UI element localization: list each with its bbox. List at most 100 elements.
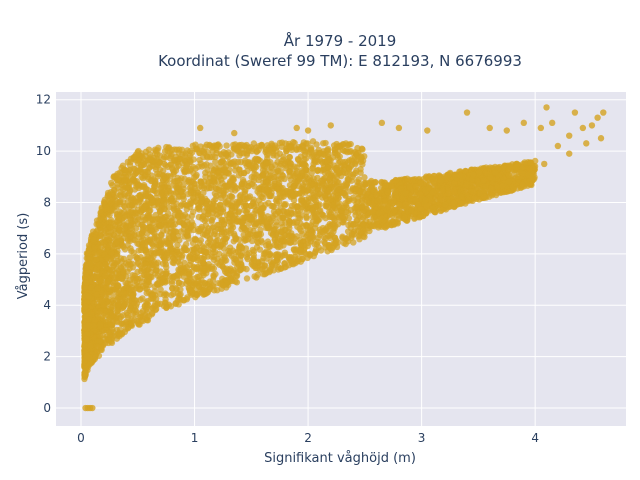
data-point	[139, 295, 146, 302]
data-point	[463, 181, 471, 189]
data-point	[353, 200, 360, 207]
data-point	[331, 146, 338, 153]
data-point	[199, 259, 207, 266]
data-point	[305, 230, 312, 237]
data-point	[186, 184, 194, 192]
data-point	[437, 196, 444, 203]
data-point	[166, 239, 174, 247]
data-point	[176, 251, 183, 258]
data-point	[325, 242, 333, 249]
data-point	[192, 165, 199, 172]
data-point	[182, 241, 190, 248]
data-point	[177, 264, 185, 272]
data-point	[475, 180, 482, 187]
data-point	[437, 177, 445, 184]
data-point	[355, 176, 363, 183]
data-point	[429, 175, 437, 182]
data-point	[215, 169, 222, 177]
data-point	[265, 147, 273, 154]
data-point	[333, 167, 341, 174]
data-point	[96, 277, 104, 285]
data-point	[214, 255, 221, 262]
data-point	[107, 179, 115, 187]
data-point	[319, 228, 326, 236]
data-point	[129, 173, 137, 180]
data-point	[328, 183, 335, 191]
data-point	[138, 278, 146, 285]
data-point	[95, 352, 103, 359]
data-point	[114, 307, 121, 315]
data-point	[302, 221, 310, 229]
data-point	[240, 169, 248, 177]
data-point	[250, 196, 257, 203]
data-point	[458, 193, 465, 200]
data-point	[242, 202, 250, 209]
data-point	[203, 200, 210, 208]
data-point	[238, 141, 245, 149]
data-point	[108, 312, 116, 319]
data-point	[149, 196, 156, 204]
data-point	[97, 232, 104, 239]
data-point	[273, 242, 280, 249]
data-point	[309, 138, 317, 145]
data-point	[205, 179, 213, 187]
data-point	[171, 206, 178, 213]
data-point	[172, 300, 179, 307]
data-point	[245, 215, 253, 223]
data-point	[519, 170, 526, 177]
data-point	[465, 196, 473, 204]
data-point	[253, 171, 260, 179]
data-points	[81, 104, 607, 412]
data-point	[481, 193, 488, 200]
data-point	[194, 291, 201, 299]
data-point	[146, 236, 154, 243]
data-point	[233, 185, 241, 192]
data-point	[401, 214, 408, 222]
data-point	[309, 189, 316, 196]
data-point	[204, 166, 211, 174]
data-point	[171, 146, 178, 153]
data-point	[343, 204, 350, 211]
data-point	[142, 190, 149, 198]
data-point	[189, 208, 197, 216]
data-point	[240, 224, 248, 232]
data-point	[157, 286, 164, 293]
data-point	[321, 192, 328, 200]
data-point	[115, 220, 123, 228]
data-point	[264, 238, 272, 245]
data-point	[314, 166, 322, 174]
data-point	[344, 175, 351, 183]
data-point	[324, 147, 332, 154]
data-point	[528, 173, 536, 181]
data-point	[163, 264, 170, 271]
data-point	[426, 196, 434, 204]
data-point	[94, 285, 101, 292]
data-point	[130, 249, 137, 256]
data-point	[139, 174, 147, 182]
data-point	[146, 164, 153, 172]
data-point	[174, 241, 181, 249]
data-point	[331, 177, 339, 184]
data-point	[170, 157, 178, 164]
data-point	[214, 141, 221, 149]
data-point	[240, 150, 247, 157]
data-point	[310, 160, 317, 168]
data-point	[142, 247, 149, 254]
data-point	[500, 165, 507, 172]
data-point	[260, 171, 267, 179]
data-point	[196, 156, 203, 164]
data-point	[200, 286, 207, 294]
data-point	[138, 237, 145, 245]
data-point	[105, 285, 112, 292]
data-point	[267, 174, 275, 181]
data-point	[114, 318, 121, 326]
data-point	[88, 310, 95, 318]
data-point	[191, 246, 198, 253]
data-point	[90, 236, 98, 243]
data-point	[95, 338, 103, 345]
data-point	[281, 232, 288, 239]
data-point	[412, 183, 420, 190]
data-point	[268, 140, 275, 148]
data-point	[159, 197, 167, 204]
